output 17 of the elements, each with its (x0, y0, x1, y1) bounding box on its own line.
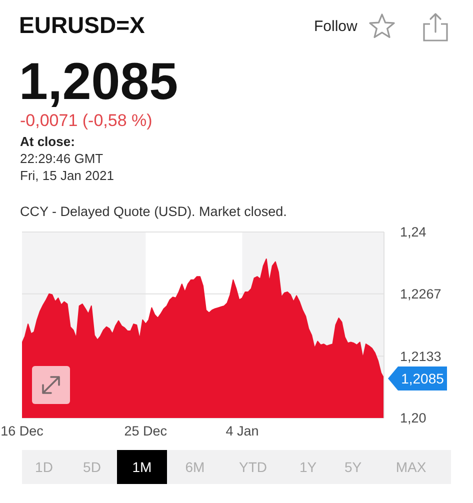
x-tick-label: 25 Dec (124, 424, 168, 439)
chart-title: EURUSD=X (19, 12, 145, 38)
text: At close: (20, 134, 75, 149)
text: 1,2085 (401, 370, 444, 386)
text: 22:29:46 GMT (20, 151, 104, 166)
y-tick-label: 1,20 (400, 410, 426, 426)
y-tick-label: 1,2267 (400, 286, 442, 302)
text: Follow (314, 18, 358, 35)
chart-subtitle: CCY - Delayed Quote (USD). Market closed. (20, 204, 287, 219)
range-tabs: 1D 5D 1M 6M YTD 1Y 5Y MAX (22, 450, 451, 484)
x-tick-label: 16 Dec (0, 424, 44, 439)
text: -0,0071 (-0,58 %) (20, 111, 152, 130)
y-tick-label: 1,24 (400, 224, 427, 240)
y-tick-label: 1,2133 (400, 348, 442, 364)
text: 1,2085 (19, 53, 178, 111)
text: Fri, 15 Jan 2021 (20, 168, 114, 183)
x-tick-label: 4 Jan (226, 424, 259, 439)
